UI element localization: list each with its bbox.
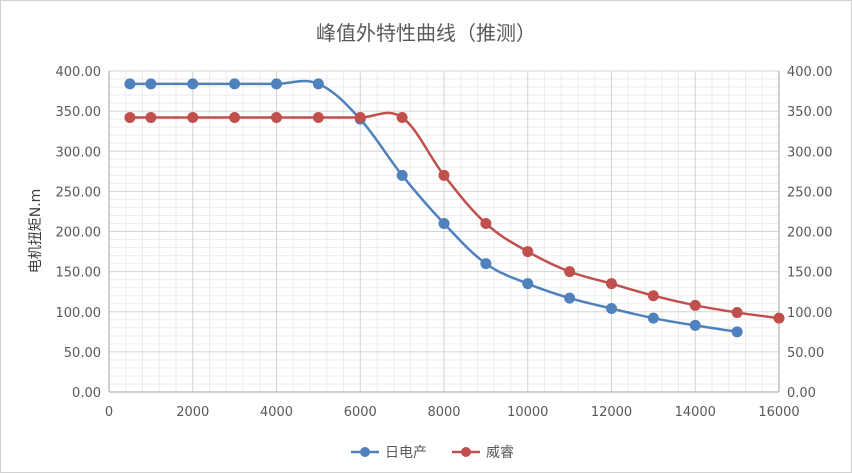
x-tick-label: 12000 [591, 405, 632, 420]
data-point [480, 217, 492, 229]
data-point [564, 292, 576, 304]
data-point [647, 290, 659, 302]
y2-tick-label: 400.00 [787, 65, 833, 80]
y2-tick-label: 150.00 [787, 266, 833, 281]
x-tick-label: 14000 [675, 405, 716, 420]
axes [108, 71, 780, 393]
data-point [731, 307, 743, 319]
x-tick-label: 4000 [260, 405, 293, 420]
data-point [731, 326, 743, 338]
x-tick-label: 10000 [507, 405, 548, 420]
data-point [271, 78, 282, 90]
data-point [480, 258, 492, 270]
data-point [124, 112, 136, 124]
y-tick-label: 100.00 [56, 306, 102, 321]
data-point [689, 299, 701, 311]
data-point [354, 112, 366, 124]
y-tick-label: 0.00 [72, 386, 101, 401]
y2-tick-label: 50.00 [787, 346, 824, 361]
data-point [522, 278, 534, 290]
data-point [229, 78, 241, 90]
y2-tick-label: 350.00 [787, 105, 833, 120]
data-point [438, 217, 450, 229]
y-tick-label: 300.00 [56, 145, 102, 160]
data-point [187, 112, 199, 124]
legend-label: 日电产 [385, 445, 427, 461]
data-point [606, 303, 617, 315]
data-point [312, 112, 324, 124]
x-tick-label: 6000 [344, 405, 377, 420]
data-point [773, 312, 785, 324]
y-tick-label: 150.00 [56, 266, 102, 281]
y-axis-label: 电机扭矩N.m [28, 189, 44, 274]
y-tick-label: 50.00 [64, 346, 101, 361]
data-point [396, 169, 408, 181]
x-tick-label: 16000 [758, 405, 799, 420]
series-1 [124, 78, 743, 338]
y-tick-label: 400.00 [56, 65, 102, 80]
y-tick-label: 200.00 [56, 226, 102, 241]
y2-tick-label: 200.00 [787, 226, 833, 241]
y2-tick-label: 250.00 [787, 185, 833, 200]
y2-tick-label: 0.00 [787, 386, 816, 401]
data-point [438, 169, 450, 181]
x-tick-label: 2000 [176, 405, 209, 420]
data-point [396, 112, 408, 124]
data-point [145, 112, 157, 124]
x-tick-label: 8000 [427, 405, 460, 420]
legend-item: 威睿 [452, 445, 514, 461]
y2-tick-label: 300.00 [787, 145, 833, 160]
data-point [271, 112, 282, 124]
y2-tick-label: 100.00 [787, 306, 833, 321]
x-tick-label: 0 [105, 405, 113, 420]
legend-marker [360, 447, 370, 457]
grid [108, 70, 780, 393]
data-point [187, 78, 199, 90]
tick-labels: 0 2000 4000 6000 8000 10000 12000 14000 16000 0.0… [56, 65, 833, 420]
y-tick-label: 350.00 [56, 105, 102, 120]
data-point [145, 78, 157, 90]
data-point [312, 78, 324, 90]
series-line [129, 79, 738, 334]
y-tick-label: 250.00 [56, 185, 102, 200]
chart-title: 峰值外特性曲线（推测） [316, 21, 536, 45]
data-point [229, 112, 241, 124]
legend-marker [461, 447, 471, 457]
series-2 [124, 111, 785, 324]
data-point [689, 319, 701, 331]
data-point [522, 246, 534, 258]
series-layer [124, 78, 785, 338]
legend-item: 日电产 [351, 445, 427, 461]
data-point [647, 312, 659, 324]
data-point [564, 266, 576, 278]
legend-label: 威睿 [486, 445, 514, 461]
data-point [606, 278, 617, 290]
legend: 日电产 威睿 [351, 445, 514, 461]
data-point [124, 78, 136, 90]
